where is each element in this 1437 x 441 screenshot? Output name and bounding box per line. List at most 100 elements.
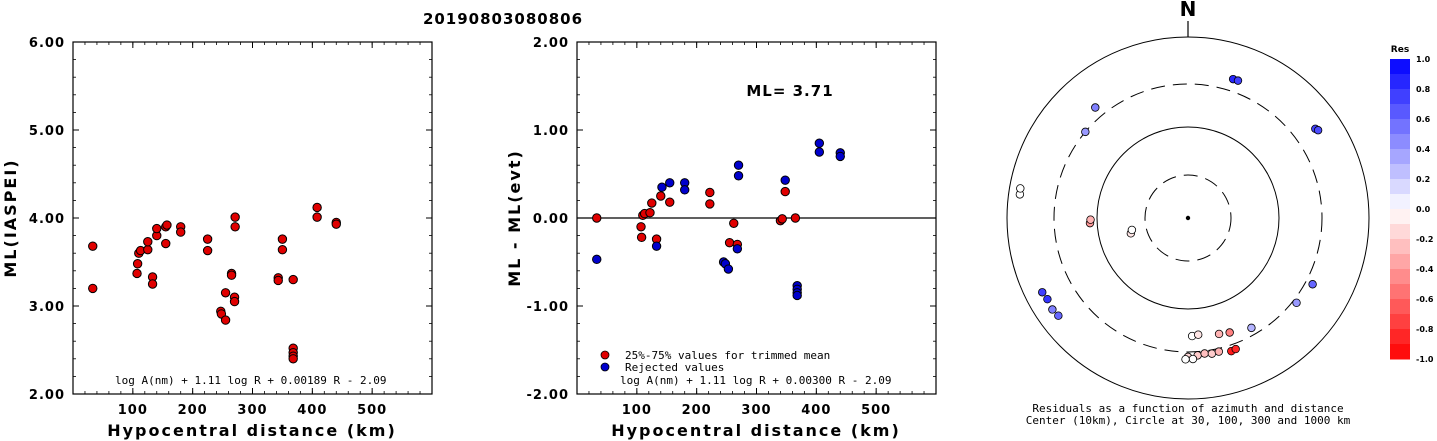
data-point	[229, 296, 240, 307]
colorbar-cell	[1390, 269, 1410, 285]
data-point	[132, 259, 143, 269]
legend-label-trimmed: 25%-75% values for trimmed mean	[625, 349, 830, 362]
data-point	[835, 151, 845, 162]
data-point	[230, 222, 240, 232]
panel2-ylabel: ML - ML(evt)	[505, 149, 524, 287]
polar-caption-line1: Residuals as a function of azimuth and d…	[1032, 402, 1343, 415]
colorbar-tick-label: -0.6	[1416, 295, 1434, 304]
station-residual-point	[1043, 294, 1052, 304]
ring-100km	[1096, 126, 1280, 310]
colorbar-tick-label: 1.0	[1416, 55, 1431, 64]
colorbar-tick-label: -0.8	[1416, 325, 1434, 334]
ytick-label: 3.00	[29, 300, 65, 315]
data-point	[331, 219, 341, 229]
station-residual-point	[1081, 127, 1090, 137]
data-point	[288, 274, 298, 285]
colorbar-tick-label: 0.8	[1416, 85, 1431, 94]
station-residual-point	[1200, 349, 1209, 358]
colorbar-cell	[1390, 224, 1410, 240]
station-residual-point	[1247, 323, 1256, 333]
colorbar-cell	[1390, 209, 1410, 225]
data-point	[202, 234, 213, 244]
colorbar-cell	[1390, 179, 1410, 195]
station-residual-point	[1214, 347, 1224, 356]
ytick-label: 2.00	[533, 36, 569, 51]
data-point	[665, 178, 675, 188]
xtick-label: 300	[741, 403, 771, 418]
data-point	[680, 185, 690, 195]
data-point	[220, 288, 231, 298]
data-point	[792, 290, 802, 301]
data-point	[277, 234, 288, 244]
colorbar-cell	[1390, 299, 1410, 315]
data-point	[226, 270, 237, 280]
data-point	[220, 315, 231, 325]
data-point	[143, 244, 153, 255]
colorbar-tick-label: 0.2	[1416, 175, 1430, 184]
data-point	[780, 175, 790, 185]
station-residual-point	[1048, 305, 1057, 314]
xtick-label: 300	[237, 403, 267, 418]
data-point	[651, 241, 662, 251]
data-point	[733, 160, 744, 170]
ytick-label: 4.00	[29, 212, 65, 227]
xtick-label: 100	[118, 403, 148, 418]
legend-marker-trimmed	[600, 350, 610, 360]
data-point	[665, 197, 675, 207]
colorbar-cell	[1390, 284, 1410, 300]
data-point	[780, 186, 790, 197]
colorbar-cell	[1390, 149, 1410, 165]
station-residual-point	[1308, 280, 1317, 289]
colorbar-cell	[1390, 74, 1410, 90]
ytick-label: 2.00	[29, 388, 65, 403]
data-point	[143, 237, 153, 247]
colorbar-tick-label: -0.4	[1416, 265, 1434, 274]
north-label: N	[1180, 0, 1197, 21]
ytick-label: -1.00	[527, 300, 569, 315]
ytick-label: 0.00	[533, 212, 569, 227]
ytick-label: 5.00	[29, 124, 65, 139]
station-residual-point	[1086, 215, 1095, 224]
colorbar-tick-label: 0.0	[1416, 205, 1431, 214]
data-point	[161, 238, 171, 249]
colorbar-tick-label: -0.2	[1416, 235, 1434, 244]
colorbar-cell	[1390, 104, 1410, 120]
data-point	[152, 223, 162, 234]
xtick-label: 200	[682, 403, 712, 418]
station-residual-point	[1292, 298, 1301, 307]
residual-colorbar: Res 1.0 0.8 0.6 0.4 0.2 0.0 -0.2 -0.4 -0.6 -0.8 -1…	[1390, 45, 1434, 364]
colorbar-cell	[1390, 194, 1410, 210]
data-point	[230, 212, 240, 222]
colorbar-cell	[1390, 254, 1410, 270]
colorbar-cell	[1390, 134, 1410, 150]
polar-caption-line2: Center (10km), Circle at 30, 100, 300 an…	[1026, 414, 1351, 427]
data-point	[592, 213, 602, 223]
data-point	[814, 138, 825, 148]
station-residual-point	[1181, 355, 1190, 364]
station-residual-point	[1233, 76, 1243, 85]
data-point	[636, 232, 647, 243]
ml-annotation: ML= 3.71	[746, 82, 833, 100]
data-point	[723, 264, 734, 274]
panel2-xlabel: Hypocentral distance (km)	[611, 421, 901, 440]
ml-vs-distance-panel: 2.00 3.00 4.00 5.00 6.00 100 200 300 400 500 Hypo…	[1, 36, 433, 440]
panel1-xlabel: Hypocentral distance (km)	[107, 421, 397, 440]
ytick-label: 1.00	[533, 124, 569, 139]
data-point	[777, 214, 787, 224]
colorbar-cell	[1390, 59, 1410, 75]
ytick-label: 6.00	[29, 36, 65, 51]
ring-1000km	[1006, 36, 1370, 400]
data-point	[729, 218, 739, 228]
data-point	[312, 202, 322, 213]
center-dot	[1185, 215, 1191, 221]
ring-30km	[1144, 174, 1232, 262]
xtick-label: 200	[178, 403, 208, 418]
data-point	[88, 283, 98, 294]
data-point	[733, 171, 744, 181]
colorbar-cell	[1390, 164, 1410, 180]
data-point	[273, 275, 283, 286]
panel1-formula: log A(nm) + 1.11 log R + 0.00189 R - 2.0…	[115, 374, 387, 387]
colorbar-tick-label: 0.6	[1416, 115, 1431, 124]
data-point	[814, 147, 825, 157]
